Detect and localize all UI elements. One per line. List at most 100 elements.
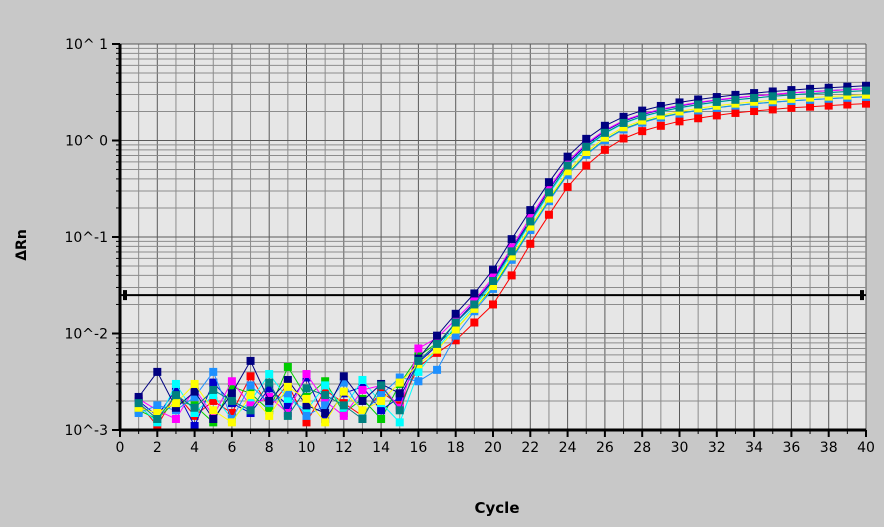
data-point xyxy=(843,91,852,100)
y-tick-label: 10^-1 xyxy=(64,230,108,246)
x-tick-label: 8 xyxy=(265,440,274,456)
x-tick-label: 2 xyxy=(153,440,162,456)
x-tick-label: 14 xyxy=(372,440,390,456)
data-point xyxy=(433,345,442,354)
data-point xyxy=(451,325,460,334)
data-point xyxy=(265,370,274,379)
data-point xyxy=(265,384,274,393)
data-point xyxy=(190,409,199,418)
data-point xyxy=(209,415,218,424)
data-point xyxy=(358,396,367,405)
data-point xyxy=(600,133,609,142)
data-point xyxy=(321,377,330,386)
data-point xyxy=(526,217,535,226)
data-point xyxy=(731,108,740,117)
data-point xyxy=(321,401,330,410)
x-tick-label: 32 xyxy=(708,440,726,456)
data-point xyxy=(209,378,218,387)
data-point xyxy=(544,188,553,197)
data-point xyxy=(433,339,442,348)
data-point xyxy=(414,344,423,353)
data-point xyxy=(190,387,199,396)
data-point xyxy=(768,92,777,101)
data-point xyxy=(227,382,236,391)
data-point xyxy=(209,367,218,376)
data-point xyxy=(544,184,553,193)
data-point xyxy=(358,375,367,384)
data-point xyxy=(414,377,423,386)
x-tick-label: 22 xyxy=(521,440,539,456)
data-point xyxy=(712,97,721,106)
data-point xyxy=(619,112,628,121)
y-tick-label: 10^ 1 xyxy=(65,37,108,53)
data-point xyxy=(227,377,236,386)
data-point xyxy=(246,381,255,390)
series-line xyxy=(138,103,867,427)
series-line xyxy=(138,88,867,420)
x-tick-label: 18 xyxy=(447,440,465,456)
data-point xyxy=(470,304,479,313)
data-point xyxy=(451,331,460,340)
data-point xyxy=(227,389,236,398)
data-point xyxy=(694,114,703,123)
data-point xyxy=(451,336,460,345)
data-point xyxy=(227,418,236,427)
data-point xyxy=(395,406,404,415)
data-point xyxy=(358,415,367,424)
data-point xyxy=(787,103,796,112)
data-point xyxy=(190,392,199,401)
data-point xyxy=(134,409,143,418)
series-9 xyxy=(134,86,870,424)
data-point xyxy=(246,406,255,415)
data-point xyxy=(843,100,852,109)
x-tick-label: 6 xyxy=(227,440,236,456)
data-point xyxy=(171,415,180,424)
data-point xyxy=(712,93,721,102)
data-point xyxy=(600,121,609,130)
y-tick-label: 10^-2 xyxy=(64,327,108,343)
data-point xyxy=(675,103,684,112)
data-point xyxy=(750,93,759,102)
x-tick-label: 10 xyxy=(298,440,316,456)
data-point xyxy=(470,300,479,309)
y-axis-label: ΔRn xyxy=(14,229,30,261)
data-point xyxy=(787,86,796,95)
x-tick-label: 30 xyxy=(671,440,689,456)
x-tick-label: 16 xyxy=(409,440,427,456)
threshold-handle-right xyxy=(860,290,864,301)
x-tick-label: 4 xyxy=(190,440,199,456)
data-point xyxy=(600,128,609,137)
data-point xyxy=(153,401,162,410)
data-point xyxy=(806,102,815,111)
data-point xyxy=(638,112,647,121)
data-point xyxy=(190,422,199,431)
data-point xyxy=(619,134,628,143)
data-point xyxy=(395,389,404,398)
data-point xyxy=(153,367,162,376)
data-point xyxy=(321,391,330,400)
data-point xyxy=(358,385,367,394)
data-point xyxy=(600,145,609,154)
data-point xyxy=(638,106,647,115)
data-point xyxy=(768,87,777,96)
data-point xyxy=(283,389,292,398)
data-point xyxy=(302,401,311,410)
data-point xyxy=(526,213,535,222)
data-point xyxy=(246,396,255,405)
y-tick-label: 10^ 0 xyxy=(65,134,108,150)
data-point xyxy=(246,372,255,381)
data-point xyxy=(507,271,516,280)
data-point xyxy=(656,121,665,130)
data-point xyxy=(209,406,218,415)
data-point xyxy=(414,367,423,376)
data-point xyxy=(582,148,591,157)
data-point xyxy=(656,107,665,116)
data-point xyxy=(246,391,255,400)
y-tick-label: 10^-3 xyxy=(64,423,108,439)
data-point xyxy=(489,265,497,274)
data-point xyxy=(377,391,386,400)
data-point xyxy=(862,99,870,108)
data-point xyxy=(283,394,292,403)
data-point xyxy=(619,123,628,132)
